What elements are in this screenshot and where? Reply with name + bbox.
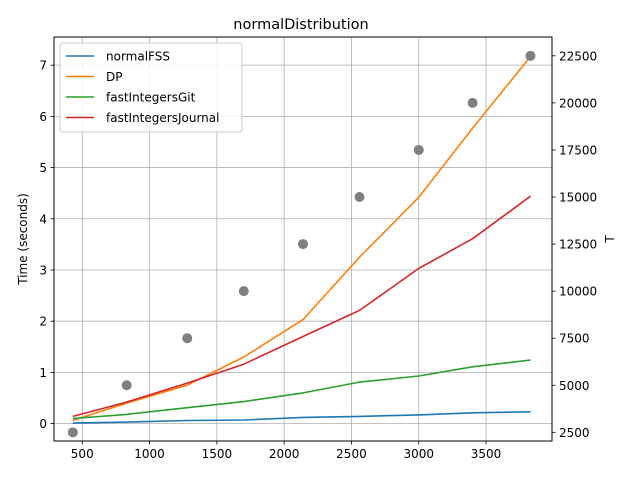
plot-frame <box>53 36 553 442</box>
scatter-point <box>298 239 308 250</box>
y2-tick-label: 12500 <box>559 238 597 252</box>
scatter-point <box>238 286 249 297</box>
scatter-point <box>121 380 132 391</box>
y2-tick-label: 10000 <box>559 285 597 299</box>
series-line-fastIntegersJournal <box>72 195 531 418</box>
y-tick-label: 0 <box>39 417 47 431</box>
y-tick-label: 4 <box>39 212 47 226</box>
x-tick-label: 3500 <box>471 447 502 461</box>
x-tick-label: 500 <box>71 447 94 461</box>
scatter-point <box>67 427 78 438</box>
y-tick-label: 7 <box>39 59 47 73</box>
y-axis-label: Time (seconds) <box>16 193 30 286</box>
y-tick-label: 6 <box>39 110 47 124</box>
legend: normalFSS DP fastIntegersGit fastIntegersJo… <box>59 42 243 133</box>
series-line-fastIntegersGit <box>72 359 531 420</box>
legend-label: fastIntegersJournal <box>106 111 219 125</box>
y2-tick-label: 17500 <box>559 143 597 157</box>
x-tick-label: 3000 <box>403 447 434 461</box>
legend-label: normalFSS <box>106 50 170 64</box>
y2-tick-label: 7500 <box>559 332 590 346</box>
y2-tick-label: 15000 <box>559 191 597 205</box>
scatter-point <box>354 192 365 203</box>
y2-axis-label: T <box>603 235 617 244</box>
y2-tick-label: 22500 <box>559 49 597 63</box>
legend-label: DP <box>106 70 122 84</box>
y2-tick-label: 2500 <box>559 426 590 440</box>
chart-title: normalDistribution <box>233 17 368 33</box>
x-tick-label: 1000 <box>134 447 165 461</box>
x-tick-label: 1500 <box>202 447 233 461</box>
scatter-point <box>467 97 478 108</box>
series-line-DP <box>72 55 532 422</box>
y-tick-label: 3 <box>39 263 47 277</box>
series-line-normalFSS <box>72 411 531 424</box>
x-tick-label: 2500 <box>336 447 367 461</box>
y-tick-label: 5 <box>39 161 47 175</box>
y2-tick-label: 5000 <box>559 379 590 393</box>
legend-label: fastIntegersGit <box>106 91 196 105</box>
x-tick-label: 2000 <box>269 447 300 461</box>
y-tick-label: 1 <box>39 366 47 380</box>
y-tick-label: 2 <box>39 315 47 329</box>
scatter-point <box>413 144 424 155</box>
legend-box <box>59 42 243 133</box>
scatter-point <box>182 333 193 344</box>
y2-tick-label: 20000 <box>559 96 597 110</box>
scatter-point <box>525 50 536 61</box>
